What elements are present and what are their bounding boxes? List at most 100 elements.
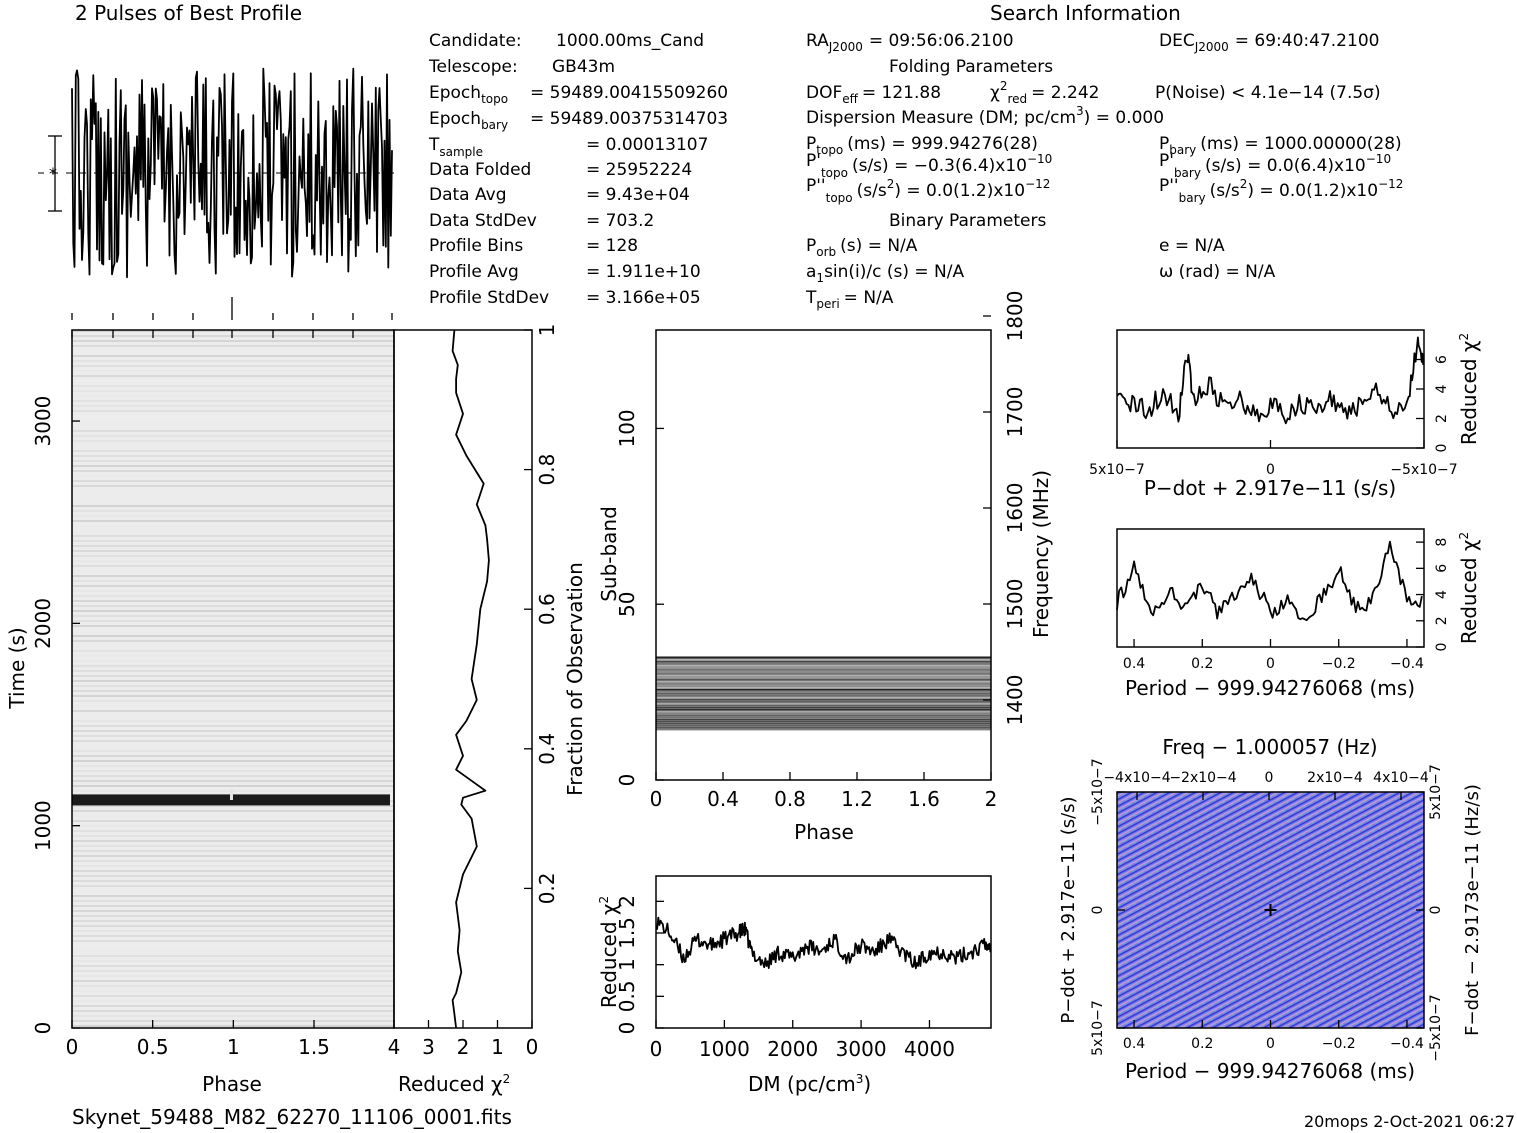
footer-stamp: 20mops 2-Oct-2021 06:27 xyxy=(1304,1112,1515,1131)
subband-row xyxy=(656,687,991,689)
time-phase-row-11 xyxy=(72,385,394,387)
period-panel: 0.4 0.2 0 −0.2 −0.4 0 2 4 6 8 Period − 999.94276… xyxy=(1116,528,1481,700)
profile-trace xyxy=(71,67,393,279)
time-phase-row-107 xyxy=(72,865,394,867)
time-phase-row-117 xyxy=(72,915,394,917)
dm-xtick-label-1: 1000 xyxy=(699,1037,750,1061)
time-phase-row-0 xyxy=(72,330,394,332)
time-phase-xtick-label-0: 0 xyxy=(66,1035,79,1059)
time-phase-row-81 xyxy=(72,735,394,737)
subband-xtick-label-5: 2 xyxy=(985,787,998,811)
subband-row xyxy=(656,691,991,693)
param-profile-stddev: Profile StdDev = 3.166e+05 xyxy=(429,288,701,308)
param-epoch-topo: Epochtopo = 59489.00415509260 xyxy=(429,83,728,106)
ppdot-ytick-label-2: −5x10−7 xyxy=(1090,758,1106,825)
subband-row xyxy=(656,657,991,659)
param-candidate: Candidate: 1000.00ms_Cand xyxy=(429,31,704,51)
subband-row xyxy=(656,699,991,701)
period-x-ticks: 0.4 0.2 0 −0.2 −0.4 xyxy=(1123,639,1424,672)
pdot-ytick-label-1: 2 xyxy=(1434,414,1450,423)
time-phase-row-83 xyxy=(72,745,394,747)
subband-row xyxy=(656,705,991,707)
time-phase-row-53 xyxy=(72,595,394,597)
time-phase-row-86 xyxy=(72,760,394,762)
time-phase-row-68 xyxy=(72,670,394,672)
dm-xtick-label-0: 0 xyxy=(650,1037,663,1061)
time-phase-row-97 xyxy=(72,815,394,817)
time-phase-row-129 xyxy=(72,975,394,977)
subband-panel: 0 0.4 0.8 1.2 1.6 2 0 50 100 1400 1500 1600 1700 18… xyxy=(597,291,1053,844)
chi-fraction-ytick-label-2: 0.6 xyxy=(535,593,559,625)
subband-row xyxy=(656,679,991,681)
period-xtick-label-3: −0.2 xyxy=(1322,656,1356,672)
time-phase-row-85 xyxy=(72,755,394,757)
time-phase-row-65 xyxy=(72,655,394,657)
time-phase-row-64 xyxy=(72,650,394,652)
ppdot-ylabel: P−dot + 2.917e−11 (s/s) xyxy=(1058,796,1079,1023)
time-phase-row-43 xyxy=(72,545,394,547)
time-phase-row-89 xyxy=(72,775,394,777)
time-phase-ytick-label-3: 3000 xyxy=(31,396,55,447)
profile-panel: * xyxy=(38,67,395,320)
time-phase-row-73 xyxy=(72,695,394,697)
time-phase-row-106 xyxy=(72,860,394,862)
pdot-ytick-label-0: 0 xyxy=(1434,444,1450,453)
subband-row xyxy=(656,703,991,705)
subband-row xyxy=(656,715,991,717)
period-ytick-label-4: 8 xyxy=(1434,538,1450,547)
ppdot-y2tick-label-1: 0 xyxy=(1428,906,1444,915)
time-phase-row-50 xyxy=(72,580,394,582)
time-phase-row-31 xyxy=(72,485,394,487)
dof-line: DOFeff = 121.88 xyxy=(806,83,941,106)
ppdot-right-ticks: −5x10−7 0 5x10−7 xyxy=(1416,764,1444,1062)
ppdot-xtick-label-2: 0 xyxy=(1266,1036,1275,1052)
frequency-y-ticks: 1400 1500 1600 1700 1800 xyxy=(983,291,1027,725)
time-phase-row-70 xyxy=(72,680,394,682)
time-phase-row-51 xyxy=(72,585,394,587)
time-phase-row-59 xyxy=(72,625,394,627)
param-profile-bins: Profile Bins = 128 xyxy=(429,236,638,256)
time-phase-row-58 xyxy=(72,620,394,622)
ppdot-ytick-label-1: 0 xyxy=(1090,906,1106,915)
ppdot-top-tick-label-4: 4x10−4 xyxy=(1373,770,1429,786)
time-phase-ytick-label-2: 2000 xyxy=(31,598,55,649)
time-phase-row-52 xyxy=(72,590,394,592)
subband-row xyxy=(656,729,991,731)
time-phase-row-75 xyxy=(72,705,394,707)
dm-ytick-label-0: 0 xyxy=(615,1022,639,1035)
period-y-ticks: 0 2 4 6 8 xyxy=(1416,538,1450,651)
param-data-stddev: Data StdDev = 703.2 xyxy=(429,211,654,231)
time-phase-y-ticks: 0 1000 2000 3000 xyxy=(31,396,80,1034)
time-phase-row-102 xyxy=(72,840,394,842)
chi-fraction-ytick-label-4: 1 xyxy=(535,324,559,337)
time-phase-row-12 xyxy=(72,390,394,392)
period-xlabel: Period − 999.94276068 (ms) xyxy=(1125,676,1415,700)
time-phase-row-3 xyxy=(72,345,394,347)
time-phase-row-103 xyxy=(72,845,394,847)
time-phase-xtick-label-3: 1.5 xyxy=(298,1035,330,1059)
time-phase-row-29 xyxy=(72,475,394,477)
time-phase-row-25 xyxy=(72,455,394,457)
chi-fraction-y-ticks: 0.2 0.4 0.6 0.8 1 xyxy=(524,324,559,904)
chi-fraction-ylabel: Fraction of Observation xyxy=(563,562,587,796)
tperi-line: Tperi = N/A xyxy=(805,288,894,311)
time-phase-row-111 xyxy=(72,885,394,887)
time-phase-row-62 xyxy=(72,640,394,642)
time-phase-row-10 xyxy=(72,380,394,382)
dm-ytick-label-4: 2 xyxy=(615,895,639,908)
time-phase-row-32 xyxy=(72,490,394,492)
ra-line: RAJ2000 = 09:56:06.2100 xyxy=(806,31,1014,54)
p-topo-line: Ptopo (ms) = 999.94276(28) xyxy=(806,134,1038,157)
time-phase-row-134 xyxy=(72,1000,394,1002)
time-phase-row-79 xyxy=(72,725,394,727)
time-phase-row-63 xyxy=(72,645,394,647)
subband-row xyxy=(656,709,991,711)
frequency-ytick-label-3: 1700 xyxy=(1003,387,1027,438)
time-phase-row-14 xyxy=(72,400,394,402)
time-phase-row-84 xyxy=(72,750,394,752)
time-phase-row-95 xyxy=(72,805,394,807)
footer-filename: Skynet_59488_M82_62270_11106_0001.fits xyxy=(72,1105,512,1129)
dm-ytick-label-1: 0.5 xyxy=(615,980,639,1012)
subband-xtick-label-3: 1.2 xyxy=(841,787,873,811)
